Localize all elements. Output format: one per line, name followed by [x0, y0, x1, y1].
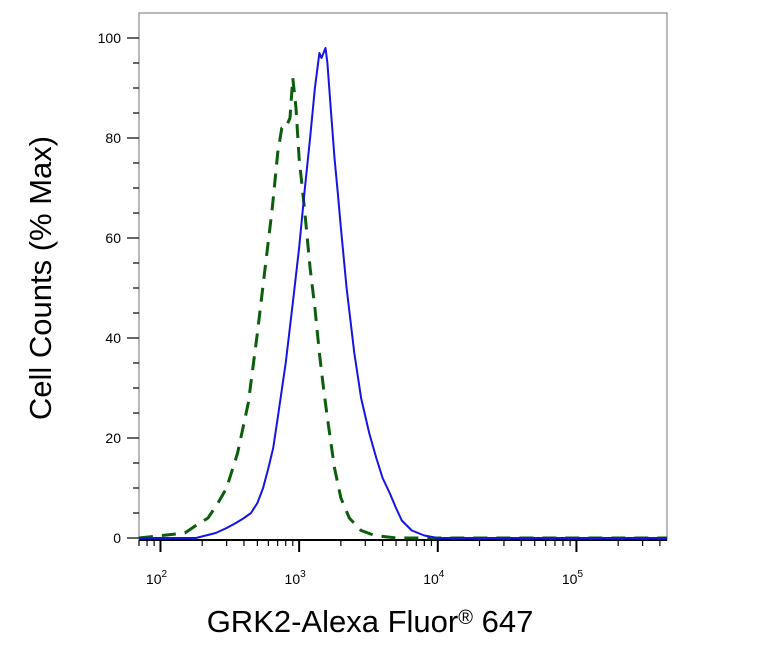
x-tick-label: 102: [146, 569, 168, 587]
y-tick-label: 80: [105, 130, 121, 146]
y-tick-label: 0: [113, 530, 121, 546]
x-tick-label: 105: [562, 569, 584, 587]
y-axis-label: Cell Counts (% Max): [23, 136, 58, 420]
x-axis: 102 103 104 105: [138, 539, 667, 587]
x-tick-label-base: 10: [562, 571, 578, 587]
x-tick-label-base: 10: [285, 571, 301, 587]
x-tick-label: 104: [423, 569, 445, 587]
y-tick-label: 20: [105, 430, 121, 446]
x-tick-label-exponent: 2: [161, 569, 167, 580]
y-axis: 0 20 40 60 80 100: [98, 30, 139, 546]
x-axis-label: GRK2-Alexa Fluor® 647: [207, 604, 534, 639]
y-tick-label: 60: [105, 230, 121, 246]
y-tick-label: 40: [105, 330, 121, 346]
plot-frame: [138, 12, 668, 541]
series-line-dashed: [138, 76, 667, 540]
x-tick-label-base: 10: [146, 571, 162, 587]
x-axis-label-registered-mark: ®: [458, 607, 473, 629]
x-tick-label-exponent: 5: [577, 569, 583, 580]
x-tick-label-base: 10: [423, 571, 439, 587]
x-tick-label: 103: [285, 569, 307, 587]
series-line-solid: [139, 47, 667, 539]
x-axis-label-suffix: 647: [473, 604, 533, 639]
y-tick-label: 100: [98, 30, 122, 46]
series-layer: [138, 47, 667, 540]
x-tick-label-exponent: 3: [300, 569, 306, 580]
x-axis-label-main: GRK2-Alexa Fluor: [207, 604, 459, 639]
x-tick-label-exponent: 4: [439, 569, 445, 580]
